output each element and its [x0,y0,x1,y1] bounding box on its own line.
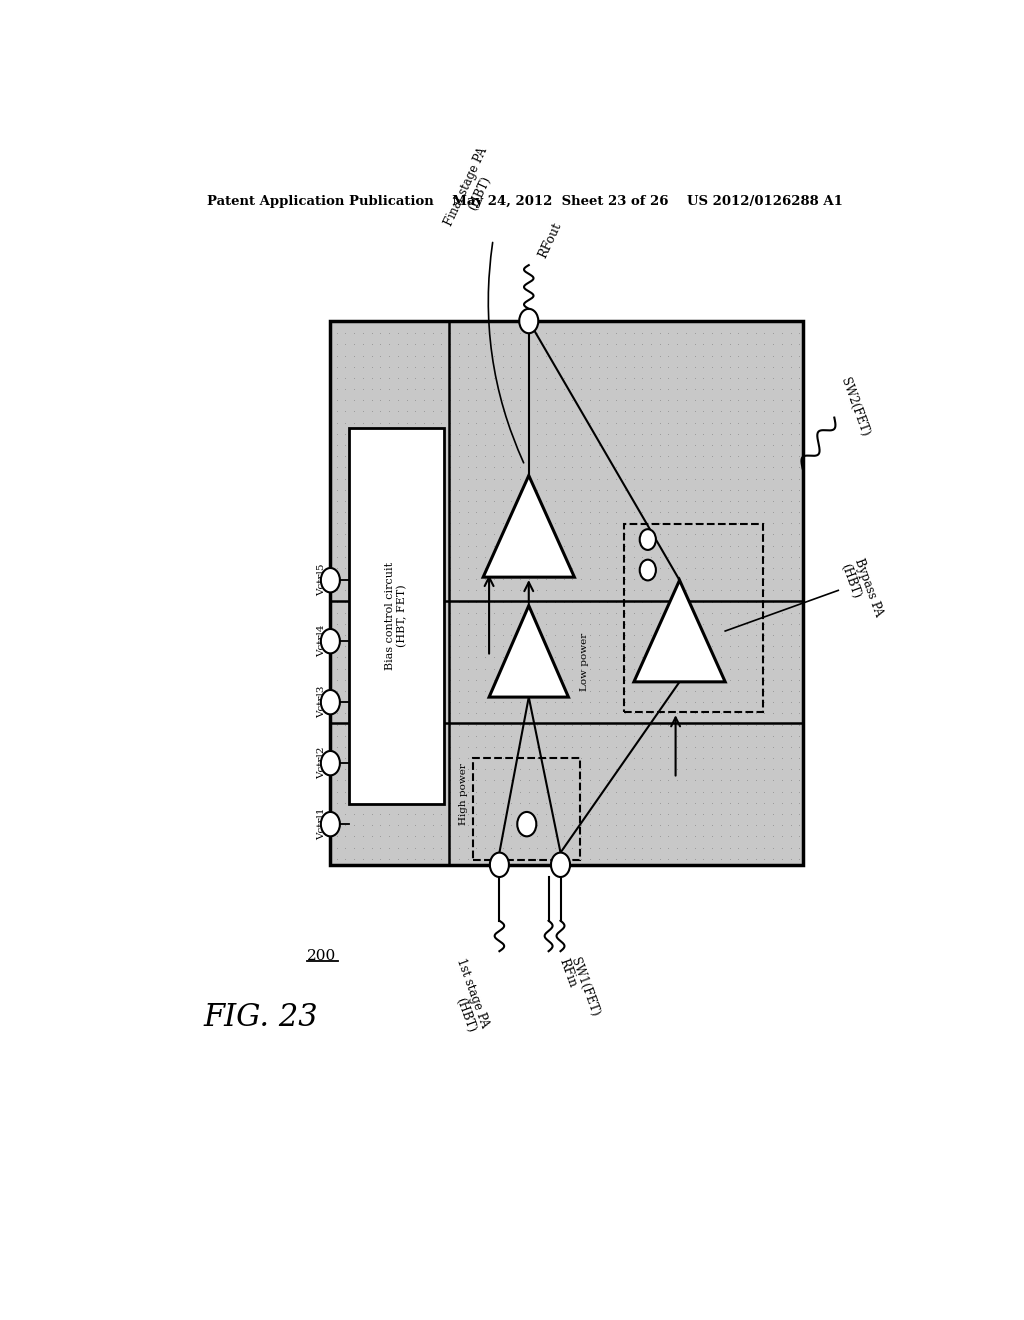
Text: Patent Application Publication    May 24, 2012  Sheet 23 of 26    US 2012/012628: Patent Application Publication May 24, 2… [207,194,843,207]
Text: SW1(FET): SW1(FET) [568,956,602,1019]
Polygon shape [489,606,568,697]
Text: Low power: Low power [581,632,590,690]
Text: Vctrl2: Vctrl2 [317,747,327,779]
Text: Vctrl3: Vctrl3 [317,686,327,718]
Text: 200: 200 [306,949,336,964]
Polygon shape [483,475,574,577]
Text: Vctrl5: Vctrl5 [317,564,327,597]
Bar [473,758,581,859]
Bar [624,524,763,713]
Text: Vctrl1: Vctrl1 [317,808,327,841]
Circle shape [321,690,340,714]
Polygon shape [634,581,725,682]
Bar [348,428,443,804]
Circle shape [517,812,537,837]
Text: Bias control circuit
(HBT, FET): Bias control circuit (HBT, FET) [385,562,408,669]
Bar [331,321,803,865]
Circle shape [489,853,509,876]
Circle shape [640,560,656,581]
Circle shape [640,529,656,550]
Circle shape [519,309,539,333]
Circle shape [321,751,340,775]
Text: 1st stage PA
(HBT): 1st stage PA (HBT) [440,956,492,1035]
Text: SW2(FET): SW2(FET) [839,376,871,438]
Text: RFin: RFin [557,956,579,989]
Text: Vctrl4: Vctrl4 [317,624,327,657]
Text: Bypass PA
(HBT): Bypass PA (HBT) [839,557,886,624]
Circle shape [551,853,570,876]
Text: FIG. 23: FIG. 23 [204,1002,318,1032]
Text: Final stage PA
(HBT): Final stage PA (HBT) [442,145,504,235]
Circle shape [321,568,340,593]
Text: High power: High power [459,763,468,825]
Circle shape [321,812,340,837]
Circle shape [321,630,340,653]
Text: RFout: RFout [537,220,564,260]
